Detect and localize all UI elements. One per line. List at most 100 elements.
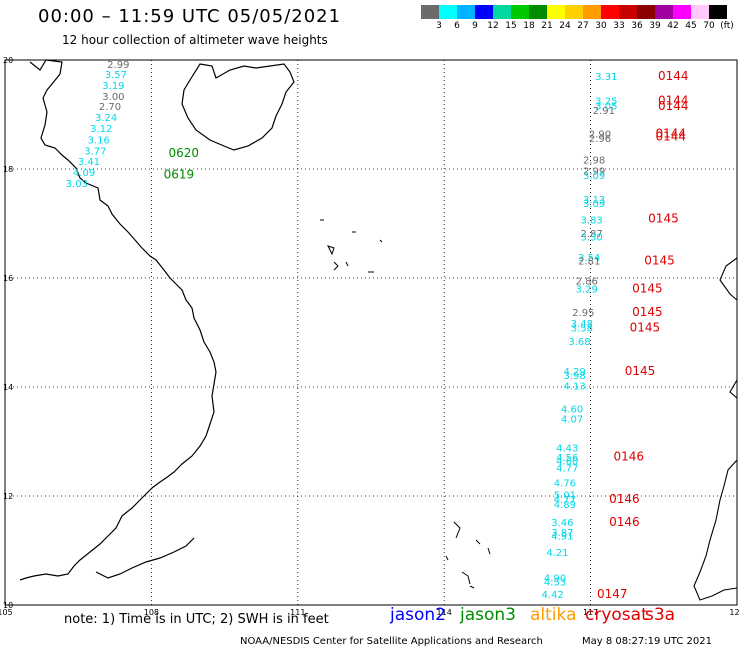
scale-label: 30 bbox=[595, 21, 607, 31]
swh-value: 3.25 bbox=[595, 97, 617, 108]
swh-value: 3.46 bbox=[551, 518, 573, 529]
swh-value: 4.91 bbox=[551, 532, 573, 543]
lat-tick-label: 16 bbox=[3, 274, 13, 283]
legend-item-jason3: jason3 bbox=[460, 605, 516, 625]
scale-label: 42 bbox=[667, 21, 679, 31]
scale-swatch bbox=[529, 5, 547, 19]
pass-label: 0144 bbox=[656, 130, 687, 144]
scale-label: 45 bbox=[685, 21, 697, 31]
swh-value: 3.58 bbox=[571, 323, 593, 334]
lat-tick-label: 14 bbox=[3, 383, 13, 392]
swh-value: 3.16 bbox=[88, 135, 110, 146]
pass-label: 0145 bbox=[625, 364, 656, 378]
swh-value: 2.96 bbox=[589, 134, 611, 145]
scale-swatch bbox=[439, 5, 457, 19]
scale-swatch bbox=[691, 5, 709, 19]
color-scale bbox=[421, 5, 727, 19]
scale-swatch bbox=[619, 5, 637, 19]
lon-tick-label: 117 bbox=[583, 608, 598, 617]
lon-tick-label: 120 bbox=[729, 608, 740, 617]
swh-value: 3.12 bbox=[90, 124, 112, 135]
swh-value: 4.77 bbox=[554, 495, 576, 506]
pass-label: 0620 bbox=[168, 146, 199, 160]
swh-value: 3.41 bbox=[78, 157, 100, 168]
swh-value: 4.21 bbox=[546, 548, 568, 559]
scale-swatch bbox=[637, 5, 655, 19]
lat-tick-label: 10 bbox=[3, 601, 13, 610]
swh-value: 3.54 bbox=[578, 253, 600, 264]
swh-value: 4.56 bbox=[556, 453, 578, 464]
swh-value: 3.24 bbox=[95, 113, 117, 124]
swh-value: 4.89 bbox=[554, 500, 576, 511]
swh-value: 3.09 bbox=[583, 171, 605, 182]
paracel-islands bbox=[320, 219, 383, 273]
swh-value: 3.13 bbox=[583, 195, 605, 206]
lat-tick-label: 20 bbox=[3, 56, 13, 65]
swh-value: 3.19 bbox=[102, 81, 124, 92]
swh-value: 3.09 bbox=[583, 199, 605, 210]
scale-swatch bbox=[547, 5, 565, 19]
scale-label: 36 bbox=[631, 21, 643, 31]
scale-swatch bbox=[565, 5, 583, 19]
pass-label: 0145 bbox=[632, 305, 663, 319]
swh-value: 3.05 bbox=[595, 102, 617, 113]
swh-value: 3.57 bbox=[105, 70, 127, 81]
swh-value: 2.91 bbox=[593, 106, 615, 117]
scale-label: 70 bbox=[703, 21, 715, 31]
swh-value: 3.30 bbox=[581, 232, 603, 243]
swh-value: 4.29 bbox=[563, 367, 585, 378]
scale-swatch bbox=[583, 5, 601, 19]
swh-value: 4.09 bbox=[73, 168, 95, 179]
swh-value: 2.99 bbox=[107, 60, 129, 71]
scale-label: 21 bbox=[541, 21, 553, 31]
swh-values: 2.993.573.193.002.703.243.123.163.773.41… bbox=[66, 60, 618, 601]
footer-credit: NOAA/NESDIS Center for Satellite Applica… bbox=[240, 636, 543, 647]
pass-label: 0146 bbox=[609, 515, 640, 529]
pass-label: 0145 bbox=[644, 253, 675, 267]
pass-label: 0146 bbox=[614, 450, 645, 464]
pass-label: 0145 bbox=[630, 320, 661, 334]
swh-value: 3.77 bbox=[84, 146, 106, 157]
pass-label: 0144 bbox=[658, 99, 689, 113]
swh-value: 3.48 bbox=[571, 319, 593, 330]
scale-swatch bbox=[475, 5, 493, 19]
pass-label: 0147 bbox=[597, 587, 628, 601]
reef-fragments bbox=[445, 521, 491, 589]
pass-label: 0145 bbox=[632, 282, 663, 296]
scale-swatch bbox=[457, 5, 475, 19]
swh-value: 5.01 bbox=[554, 491, 576, 502]
page-title: 00:00 – 11:59 UTC 05/05/2021 bbox=[38, 6, 342, 27]
scale-swatch bbox=[601, 5, 619, 19]
pass-label: 0144 bbox=[658, 94, 689, 108]
map-frame bbox=[4, 59, 738, 606]
scale-label: 27 bbox=[577, 21, 589, 31]
legend-item-jason2: jason2 bbox=[390, 605, 446, 625]
graticule: 105 108 111 114 117 120 20 18 16 14 12 10 bbox=[0, 56, 740, 617]
scale-label: 15 bbox=[505, 21, 517, 31]
scale-swatch bbox=[673, 5, 691, 19]
swh-value: 4.13 bbox=[563, 382, 585, 393]
coastline-hainan bbox=[181, 63, 295, 151]
swh-value: 4.60 bbox=[556, 456, 578, 467]
scale-swatch bbox=[709, 5, 727, 19]
lon-tick-label: 111 bbox=[290, 608, 305, 617]
swh-value: 4.43 bbox=[556, 443, 578, 454]
footer-stamp: May 8 08:27:19 UTC 2021 bbox=[582, 636, 712, 647]
swh-value: 4.42 bbox=[541, 590, 563, 601]
pass-labels: 0620061901440144014401440144014501450145… bbox=[164, 69, 689, 601]
scale-swatch bbox=[421, 5, 439, 19]
swh-value: 4.53 bbox=[544, 577, 566, 588]
legend-item-altika: altika bbox=[530, 605, 577, 625]
pass-label: 0619 bbox=[164, 167, 195, 181]
swh-value: 2.81 bbox=[578, 256, 600, 267]
pass-label: 0145 bbox=[648, 211, 679, 225]
swh-value: 2.99 bbox=[583, 166, 605, 177]
scale-label: 18 bbox=[523, 21, 535, 31]
swh-value: 3.03 bbox=[66, 179, 88, 190]
footer-note: note: 1) Time is in UTC; 2) SWH is in fe… bbox=[64, 612, 329, 627]
swh-value: 2.87 bbox=[581, 229, 603, 240]
pass-label: 0146 bbox=[609, 492, 640, 506]
scale-label: 39 bbox=[649, 21, 661, 31]
coastline-vietnam-south bbox=[95, 537, 195, 579]
swh-value: 2.70 bbox=[99, 102, 121, 113]
